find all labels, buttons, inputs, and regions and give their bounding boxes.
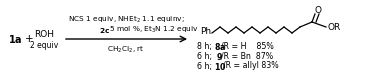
Text: $\mathbf{9}$: $\mathbf{9}$: [216, 51, 223, 62]
Text: Ph: Ph: [200, 26, 211, 35]
Text: /R = H    85%: /R = H 85%: [221, 42, 274, 51]
Text: +: +: [25, 34, 34, 44]
Text: NCS 1 equiv, NHEt$_2$ 1.1 equinv;: NCS 1 equiv, NHEt$_2$ 1.1 equinv;: [68, 15, 184, 25]
Text: $\mathbf{10}$: $\mathbf{10}$: [214, 61, 226, 72]
Text: $\mathbf{2c}$: $\mathbf{2c}$: [99, 25, 110, 34]
Text: /R = allyl 83%: /R = allyl 83%: [223, 62, 279, 71]
Text: 8 h;: 8 h;: [197, 42, 214, 51]
Text: CH$_2$Cl$_2$, rt: CH$_2$Cl$_2$, rt: [107, 45, 145, 55]
Text: OR: OR: [327, 22, 340, 31]
Text: 5 mol %, Et$_3$N 1.2 equiv: 5 mol %, Et$_3$N 1.2 equiv: [109, 25, 198, 35]
Text: $\bf{1a}$: $\bf{1a}$: [8, 33, 23, 45]
Text: ROH: ROH: [34, 29, 54, 38]
Text: 6 h;: 6 h;: [197, 52, 217, 61]
Text: 2 equiv: 2 equiv: [30, 42, 58, 51]
Text: /R = Bn  87%: /R = Bn 87%: [221, 52, 273, 61]
Text: O: O: [314, 5, 322, 14]
Text: 6 h;: 6 h;: [197, 62, 214, 71]
Text: $\mathbf{8a}$: $\mathbf{8a}$: [214, 41, 226, 52]
